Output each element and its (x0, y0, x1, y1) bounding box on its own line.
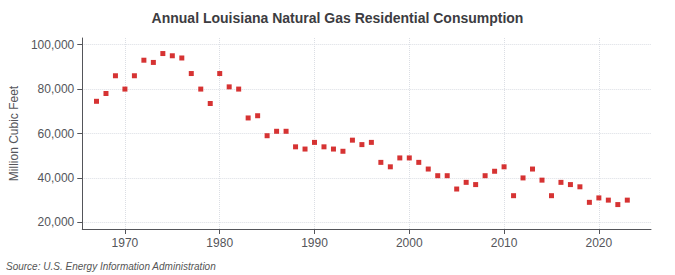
svg-text:1980: 1980 (206, 236, 233, 250)
svg-text:2020: 2020 (586, 236, 613, 250)
svg-text:80,000: 80,000 (38, 82, 75, 96)
svg-text:Annual Louisiana Natural Gas R: Annual Louisiana Natural Gas Residential… (152, 10, 524, 26)
svg-text:20,000: 20,000 (38, 215, 75, 229)
svg-text:Million Cubic Feet: Million Cubic Feet (7, 85, 21, 181)
svg-text:40,000: 40,000 (38, 171, 75, 185)
svg-text:60,000: 60,000 (38, 127, 75, 141)
svg-text:Source: U.S. Energy Informatio: Source: U.S. Energy Information Administ… (6, 261, 216, 272)
svg-text:1990: 1990 (301, 236, 328, 250)
svg-text:100,000: 100,000 (31, 38, 75, 52)
svg-text:1970: 1970 (112, 236, 139, 250)
svg-text:2000: 2000 (396, 236, 423, 250)
svg-text:2010: 2010 (491, 236, 518, 250)
